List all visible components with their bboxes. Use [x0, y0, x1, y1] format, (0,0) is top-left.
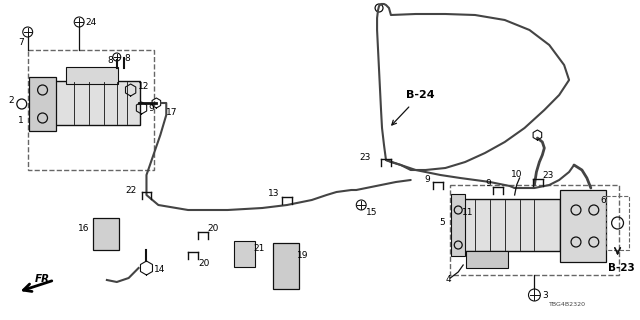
Text: 24: 24: [85, 18, 97, 27]
Text: 14: 14: [154, 266, 166, 275]
Circle shape: [356, 200, 366, 210]
Text: 20: 20: [198, 259, 209, 268]
Text: 5: 5: [440, 218, 445, 227]
FancyBboxPatch shape: [29, 77, 56, 131]
FancyBboxPatch shape: [466, 251, 508, 268]
Text: FR.: FR.: [35, 274, 54, 284]
Bar: [605, 196, 630, 250]
FancyBboxPatch shape: [67, 67, 118, 84]
Text: 19: 19: [297, 251, 308, 260]
FancyBboxPatch shape: [560, 190, 605, 262]
Text: 20: 20: [208, 223, 220, 233]
Text: 16: 16: [77, 223, 89, 233]
Text: 15: 15: [366, 207, 378, 217]
Circle shape: [113, 53, 121, 61]
FancyBboxPatch shape: [460, 199, 560, 251]
Text: 13: 13: [268, 188, 279, 197]
Text: 4: 4: [445, 276, 451, 284]
Text: B-23: B-23: [607, 263, 634, 273]
Circle shape: [74, 17, 84, 27]
Circle shape: [23, 27, 33, 37]
FancyBboxPatch shape: [54, 81, 140, 125]
Text: 3: 3: [542, 292, 548, 300]
Text: 9: 9: [148, 103, 154, 113]
Text: 1: 1: [18, 116, 24, 124]
Text: 8: 8: [125, 53, 131, 62]
Text: 10: 10: [511, 170, 522, 179]
Circle shape: [529, 289, 540, 301]
FancyBboxPatch shape: [234, 241, 255, 267]
Text: 17: 17: [166, 108, 178, 116]
Text: 23: 23: [360, 153, 371, 162]
Text: TBG4B2320: TBG4B2320: [549, 302, 586, 308]
Bar: [28, 50, 154, 170]
Text: 8: 8: [107, 55, 113, 65]
Text: 6: 6: [601, 196, 607, 204]
Text: 11: 11: [462, 207, 474, 217]
Text: 12: 12: [138, 82, 149, 91]
Text: 9: 9: [485, 179, 491, 188]
Bar: [451, 185, 618, 275]
Text: 23: 23: [542, 171, 554, 180]
FancyBboxPatch shape: [451, 194, 465, 256]
Text: 7: 7: [18, 37, 24, 46]
Text: 2: 2: [8, 95, 14, 105]
Text: 22: 22: [125, 186, 136, 195]
Text: 21: 21: [253, 244, 265, 252]
FancyBboxPatch shape: [93, 218, 119, 250]
Text: 9: 9: [425, 174, 431, 183]
Text: B-24: B-24: [406, 90, 435, 100]
FancyBboxPatch shape: [273, 243, 299, 289]
